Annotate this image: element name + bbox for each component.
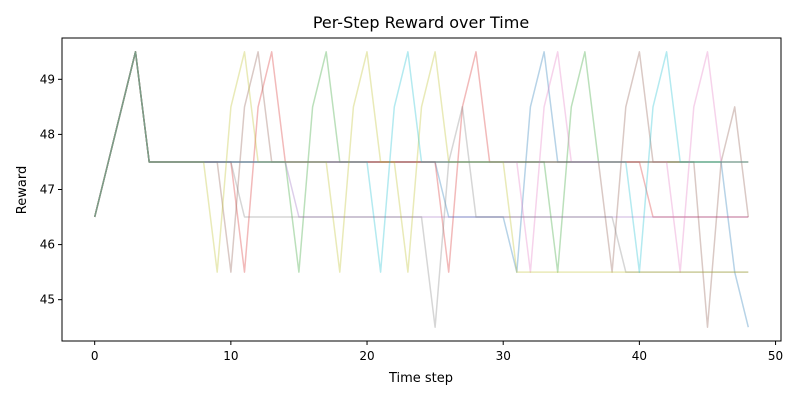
series-line-1: [93, 51, 750, 328]
series-line-9: [93, 51, 749, 273]
x-tick-label: 0: [91, 349, 99, 363]
x-axis-ticks: 0 10 20 30 40 50: [91, 341, 783, 363]
y-tick-label: 46: [40, 238, 55, 252]
series-line-8: [93, 51, 749, 328]
chart-title: Per-Step Reward over Time: [313, 13, 529, 32]
series-line-3: [93, 51, 749, 273]
series-line-2: [93, 51, 749, 218]
y-tick-label: 49: [40, 72, 55, 86]
series-lines: [93, 51, 750, 328]
series-line-7: [93, 51, 749, 273]
y-tick-label: 48: [40, 127, 55, 141]
y-axis-ticks: 45 46 47 48 49: [40, 72, 62, 307]
x-tick-label: 20: [359, 349, 374, 363]
x-tick-label: 10: [223, 349, 238, 363]
series-line-6: [93, 51, 750, 328]
x-tick-label: 40: [632, 349, 647, 363]
y-axis-label: Reward: [15, 166, 30, 214]
y-tick-label: 45: [40, 293, 55, 307]
series-line-4: [93, 51, 749, 273]
plot-frame: [61, 37, 782, 342]
x-tick-label: 50: [768, 349, 783, 363]
series-line-5: [93, 51, 749, 218]
x-axis-label: Time step: [388, 371, 453, 386]
series-line-10: [93, 51, 749, 273]
y-tick-label: 47: [40, 183, 55, 197]
x-tick-label: 30: [496, 349, 511, 363]
